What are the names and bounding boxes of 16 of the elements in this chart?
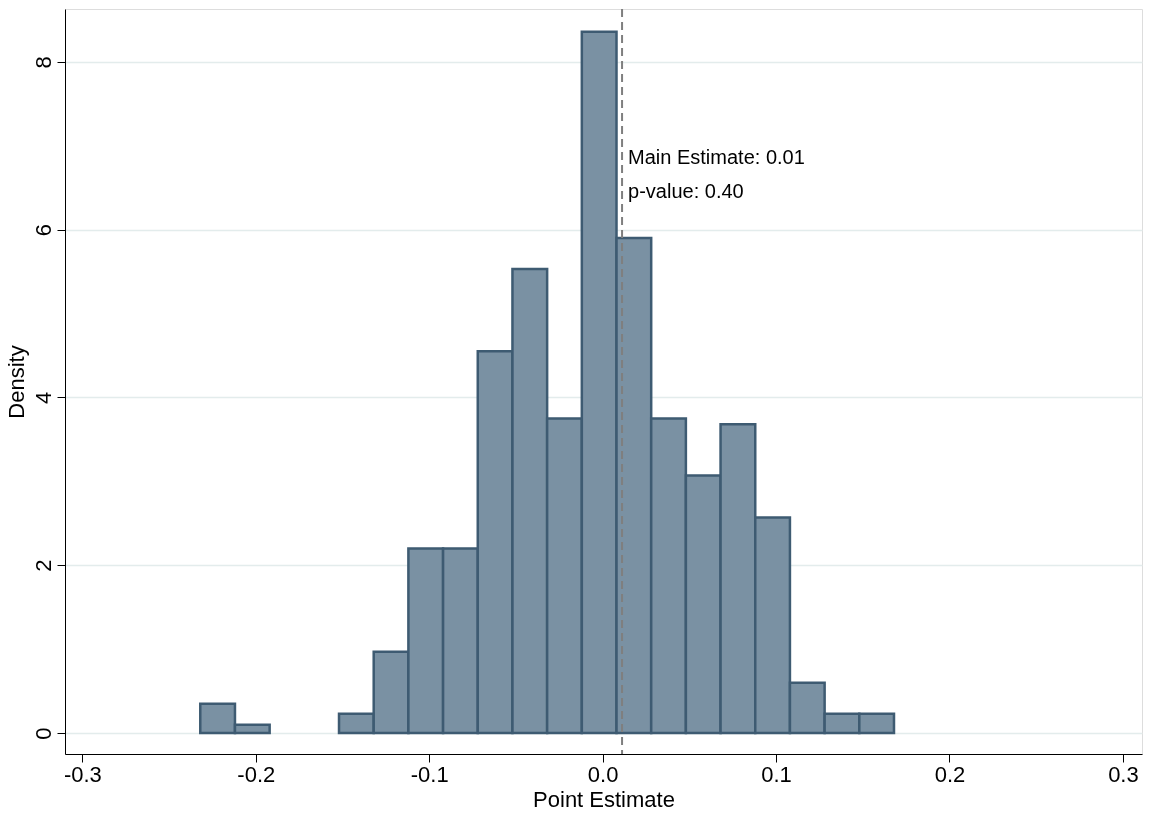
x-tick-label: 0.0 [587,761,619,787]
x-tick-label: 0.2 [934,761,966,787]
y-tick-label: 4 [30,391,56,405]
x-tick-label: -0.3 [63,761,102,787]
x-tick-label: 0.1 [761,761,792,787]
x-tick-label: 0.3 [1108,761,1139,787]
x-tick-label: -0.2 [237,761,276,787]
y-axis-title: Density [3,345,29,419]
x-tick-label: -0.1 [410,761,449,787]
x-axis-title: Point Estimate [533,786,675,812]
y-tick-label: 0 [30,727,56,740]
annotation: p-value: 0.40 [628,179,744,202]
annotation: Main Estimate: 0.01 [628,146,805,169]
y-tick-label: 8 [30,56,56,69]
y-tick-label: 2 [30,559,56,572]
y-tick-label: 6 [30,224,56,237]
